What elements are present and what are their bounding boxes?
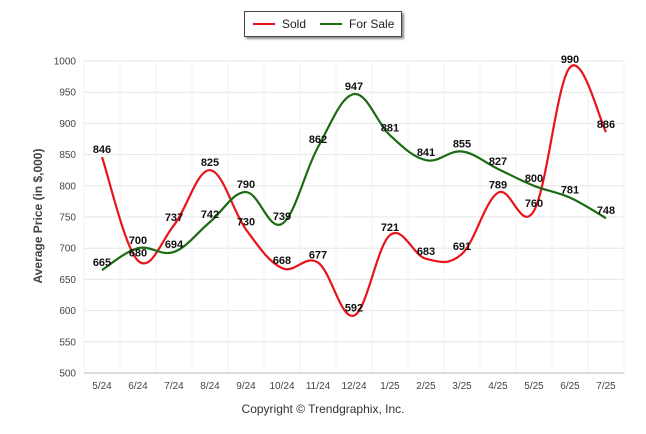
y-tick-label-900: 900: [59, 119, 76, 130]
x-tick-label-11-24: 11/24: [306, 381, 331, 392]
data-label-for-sale-1: 700: [129, 235, 147, 247]
y-tick-label-600: 600: [59, 306, 76, 317]
data-label-for-sale-2: 694: [165, 239, 184, 251]
y-tick-label-1000: 1000: [54, 57, 77, 68]
data-label-for-sale-9: 841: [417, 147, 435, 159]
data-label-for-sale-0: 665: [93, 257, 111, 269]
y-tick-label-800: 800: [59, 181, 76, 192]
data-label-sold-10: 691: [453, 241, 471, 253]
data-label-for-sale-13: 781: [561, 185, 579, 197]
x-tick-label-6-24: 6/24: [128, 381, 148, 392]
x-tick-label-10-24: 10/24: [269, 381, 294, 392]
data-label-sold-5: 668: [273, 255, 291, 267]
y-tick-label-750: 750: [59, 213, 76, 224]
x-tick-label-4-25: 4/25: [488, 381, 508, 392]
data-label-for-sale-12: 800: [525, 173, 543, 185]
data-label-sold-7: 592: [345, 303, 363, 315]
legend-item-for-sale[interactable]: For Sale: [320, 17, 394, 31]
legend-label-sold: Sold: [282, 17, 307, 31]
data-label-for-sale-6: 862: [309, 134, 327, 146]
x-tick-label-5-25: 5/25: [524, 381, 544, 392]
data-label-for-sale-8: 881: [381, 122, 399, 134]
x-tick-label-3-25: 3/25: [452, 381, 472, 392]
data-label-sold-3: 825: [201, 157, 219, 169]
legend-item-sold[interactable]: Sold: [253, 17, 306, 31]
legend-swatch-sold: [253, 23, 275, 25]
data-label-sold-0: 846: [93, 144, 111, 156]
data-label-for-sale-4: 790: [237, 179, 255, 191]
x-tick-label-12-24: 12/24: [341, 381, 366, 392]
x-tick-label-6-25: 6/25: [560, 381, 580, 392]
data-label-for-sale-3: 742: [201, 209, 219, 221]
y-tick-label-500: 500: [59, 369, 76, 380]
data-label-sold-13: 990: [561, 54, 579, 66]
data-label-sold-6: 677: [309, 250, 327, 262]
y-tick-label-550: 550: [59, 337, 76, 348]
x-axis-ticks: 5/24 6/24 7/24 8/24 9/24 10/24 11/24 12/24 1/25 2…: [92, 381, 616, 392]
x-tick-label-2-25: 2/25: [416, 381, 436, 392]
y-tick-label-700: 700: [59, 244, 76, 255]
y-tick-label-950: 950: [59, 88, 76, 99]
data-label-sold-14: 886: [597, 119, 615, 131]
y-axis-label: Average Price (in $,000): [31, 149, 45, 284]
data-label-for-sale-7: 947: [345, 81, 363, 93]
data-label-for-sale-5: 739: [273, 211, 291, 223]
data-label-sold-12: 760: [525, 198, 543, 210]
x-tick-label-9-24: 9/24: [236, 381, 256, 392]
y-tick-label-650: 650: [59, 275, 76, 286]
data-labels: 846 680 737 825 730 668 677 592 721 683 691 789 760 9…: [93, 54, 615, 314]
legend-label-for-sale: For Sale: [349, 17, 395, 31]
data-label-for-sale-10: 855: [453, 138, 471, 150]
y-axis-ticks: 500 550 600 650 700 750 800 850 900 950 1000: [54, 57, 77, 380]
series-line-sold: [100, 64, 607, 317]
data-label-for-sale-11: 827: [489, 156, 507, 168]
legend: Sold For Sale: [244, 11, 402, 37]
legend-swatch-for-sale: [320, 23, 343, 25]
copyright-text: Copyright © Trendgraphix, Inc.: [241, 402, 405, 416]
x-tick-label-7-25: 7/25: [596, 381, 616, 392]
series-line-for-sale: [101, 92, 607, 271]
series-lines: [100, 64, 607, 317]
x-tick-label-8-24: 8/24: [200, 381, 220, 392]
data-label-sold-4: 730: [237, 216, 255, 228]
data-label-sold-9: 683: [417, 246, 435, 258]
x-tick-label-5-24: 5/24: [92, 381, 112, 392]
y-tick-label-850: 850: [59, 150, 76, 161]
data-label-sold-1: 680: [129, 248, 147, 260]
data-label-sold-8: 721: [381, 222, 399, 234]
x-tick-label-1-25: 1/25: [380, 381, 400, 392]
data-label-sold-2: 737: [165, 212, 183, 224]
data-label-sold-11: 789: [489, 180, 507, 192]
data-label-for-sale-14: 748: [597, 205, 615, 217]
x-tick-label-7-24: 7/24: [164, 381, 184, 392]
